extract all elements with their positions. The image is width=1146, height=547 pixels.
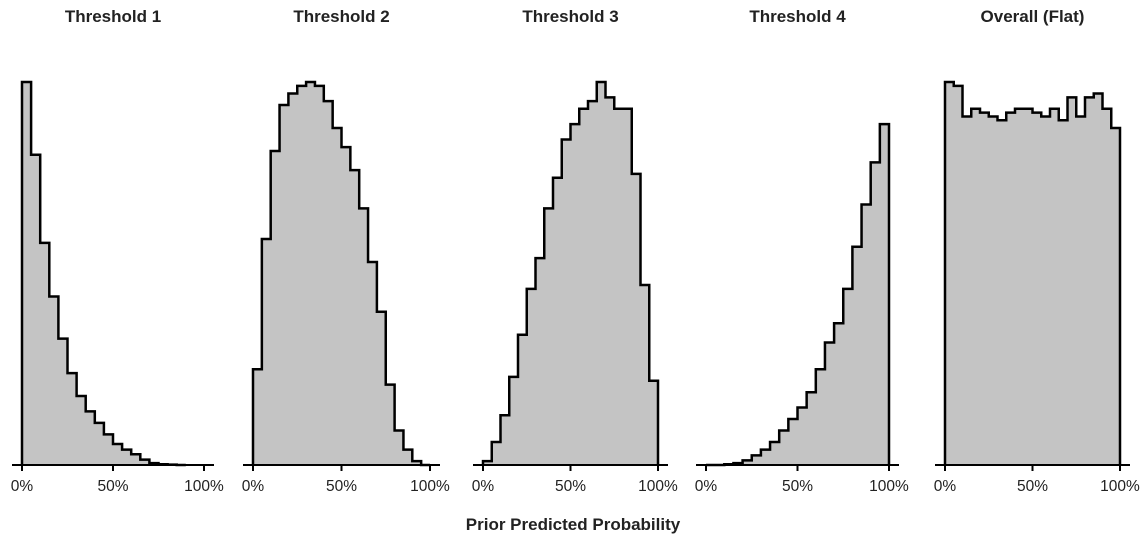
panel-title: Threshold 4: [749, 7, 846, 26]
histogram-outline: [706, 122, 891, 467]
panel-4: 0% 50% 100% Threshold 4: [695, 7, 909, 495]
x-tick-label: 0%: [242, 478, 265, 495]
histogram-outline: [20, 80, 186, 467]
x-tick-label: 50%: [555, 478, 586, 495]
panel-title: Overall (Flat): [981, 7, 1085, 26]
x-tick-label: 0%: [695, 478, 718, 495]
panel-title: Threshold 3: [522, 7, 618, 26]
histogram-fill: [945, 82, 1120, 465]
x-tick-label: 50%: [97, 478, 128, 495]
x-axis-label: Prior Predicted Probability: [466, 515, 681, 534]
x-tick-label: 0%: [934, 478, 957, 495]
x-tick-label: 50%: [326, 478, 357, 495]
panel-title: Threshold 2: [293, 7, 389, 26]
panel-title: Threshold 1: [65, 7, 161, 26]
histogram-outline: [481, 80, 660, 465]
histogram-outline: [943, 80, 1122, 465]
histogram-fill: [483, 82, 658, 465]
x-tick-label: 50%: [1017, 478, 1048, 495]
x-tick-label: 50%: [782, 478, 813, 495]
x-tick-label: 100%: [410, 478, 450, 495]
panel-3: 0% 50% 100% Threshold 3: [472, 7, 678, 495]
x-tick-label: 100%: [184, 478, 224, 495]
histogram-outline: [251, 80, 430, 467]
histogram-fill: [706, 124, 889, 465]
x-tick-label: 100%: [1100, 478, 1140, 495]
panel-1: 0% 50% 100% Threshold 1: [11, 7, 224, 495]
x-tick-label: 100%: [869, 478, 909, 495]
x-tick-label: 0%: [472, 478, 495, 495]
x-tick-label: 0%: [11, 478, 34, 495]
x-tick-label: 100%: [638, 478, 678, 495]
panel-2: 0% 50% 100% Threshold 2: [242, 7, 450, 495]
histogram-fill: [22, 82, 186, 465]
panel-5: 0% 50% 100% Overall (Flat): [934, 7, 1140, 495]
